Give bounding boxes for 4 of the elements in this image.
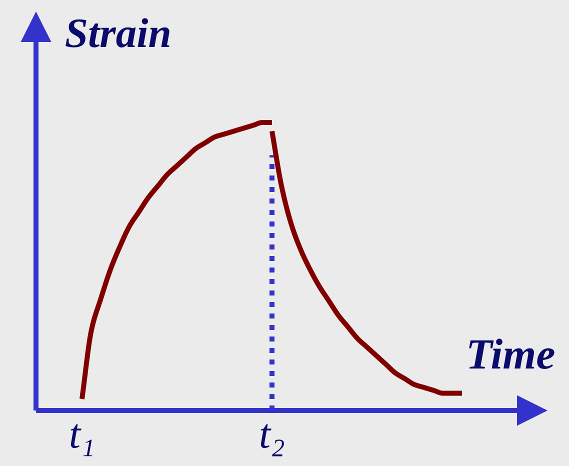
y-axis-title: Strain	[66, 18, 170, 48]
x-tick-label: t₂	[260, 424, 284, 456]
x-axis-title: Time	[469, 338, 554, 369]
x-tick-label: t₁	[70, 424, 92, 456]
